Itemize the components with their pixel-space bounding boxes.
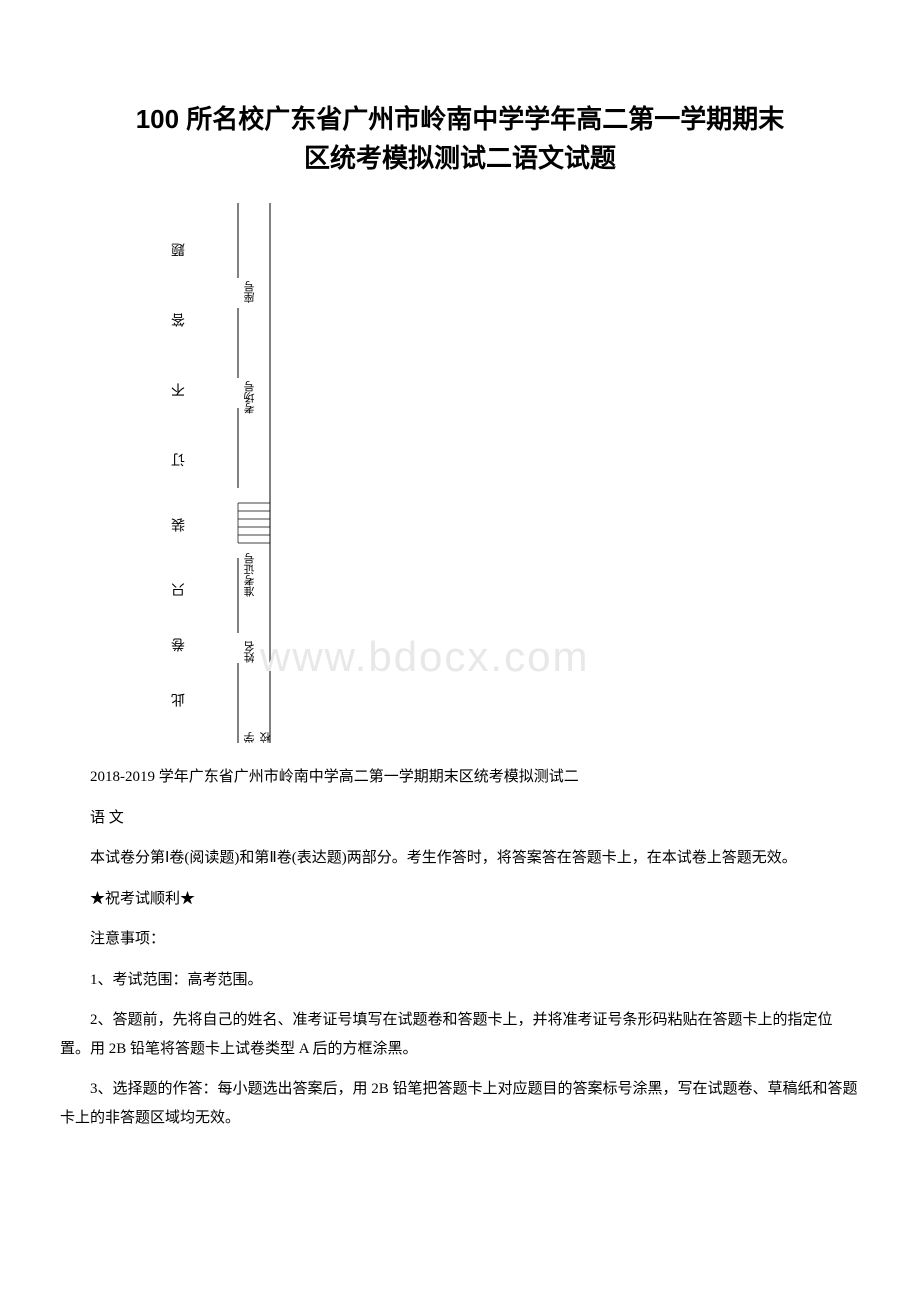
label-name: 姓名 (242, 641, 258, 663)
binding-char: 不 (172, 373, 187, 397)
document-title: 100 所名校广东省广州市岭南中学学年高二第一学期期末 区统考模拟测试二语文试题 (60, 100, 860, 178)
binding-text: 题 (170, 233, 190, 257)
binding-char: 此 (172, 683, 187, 707)
binding-char: 答 (172, 303, 187, 327)
binding-text: 此 (170, 683, 190, 707)
watermark-text: www.bdocx.com (260, 633, 589, 681)
label-test-no: 考场号 (242, 381, 258, 414)
binding-char: 装 (172, 508, 187, 532)
paragraph-text: 本试卷分第Ⅰ卷(阅读题)和第Ⅱ卷(表达题)两部分。考生作答时，将答案答在答题卡上… (60, 844, 860, 873)
binding-char: 只 (172, 573, 187, 597)
binding-diagram (120, 203, 300, 743)
paragraph-text: 注意事项： (60, 925, 860, 954)
paragraph-text: 3、选择题的作答：每小题选出答案后，用 2B 铅笔把答题卡上对应题目的答案标号涂… (60, 1075, 860, 1132)
paragraph-text: 1、考试范围：高考范围。 (60, 966, 860, 995)
label-exam-no: 准考证号 (242, 553, 258, 597)
paragraph-text: 2、答题前，先将自己的姓名、准考证号填写在试题卷和答题卡上，并将准考证号条形码粘… (60, 1006, 860, 1063)
paragraph-text: 2018-2019 学年广东省广州市岭南中学高二第一学期期末区统考模拟测试二 (60, 763, 860, 792)
title-line-2: 区统考模拟测试二语文试题 (304, 143, 616, 173)
label-school: 学校 (242, 723, 274, 743)
paragraph-text: ★祝考试顺利★ (60, 885, 860, 914)
label-seat-no: 座号 (242, 281, 258, 303)
binding-text: 不 (170, 373, 190, 397)
answer-sheet-figure: 题 答 不 订 装 只 卷 此 座号 考场号 准考证号 姓名 学校 www.bd… (120, 203, 300, 743)
binding-char: 题 (172, 233, 187, 257)
binding-text: 装 (170, 508, 190, 532)
binding-text: 卷 (170, 628, 190, 652)
paragraph-text: 语 文 (60, 804, 860, 833)
title-line-1: 100 所名校广东省广州市岭南中学学年高二第一学期期末 (136, 104, 785, 134)
binding-text: 只 (170, 573, 190, 597)
binding-text: 订 (170, 443, 190, 467)
binding-text: 答 (170, 303, 190, 327)
binding-char: 订 (172, 443, 187, 467)
binding-char: 卷 (172, 628, 187, 652)
